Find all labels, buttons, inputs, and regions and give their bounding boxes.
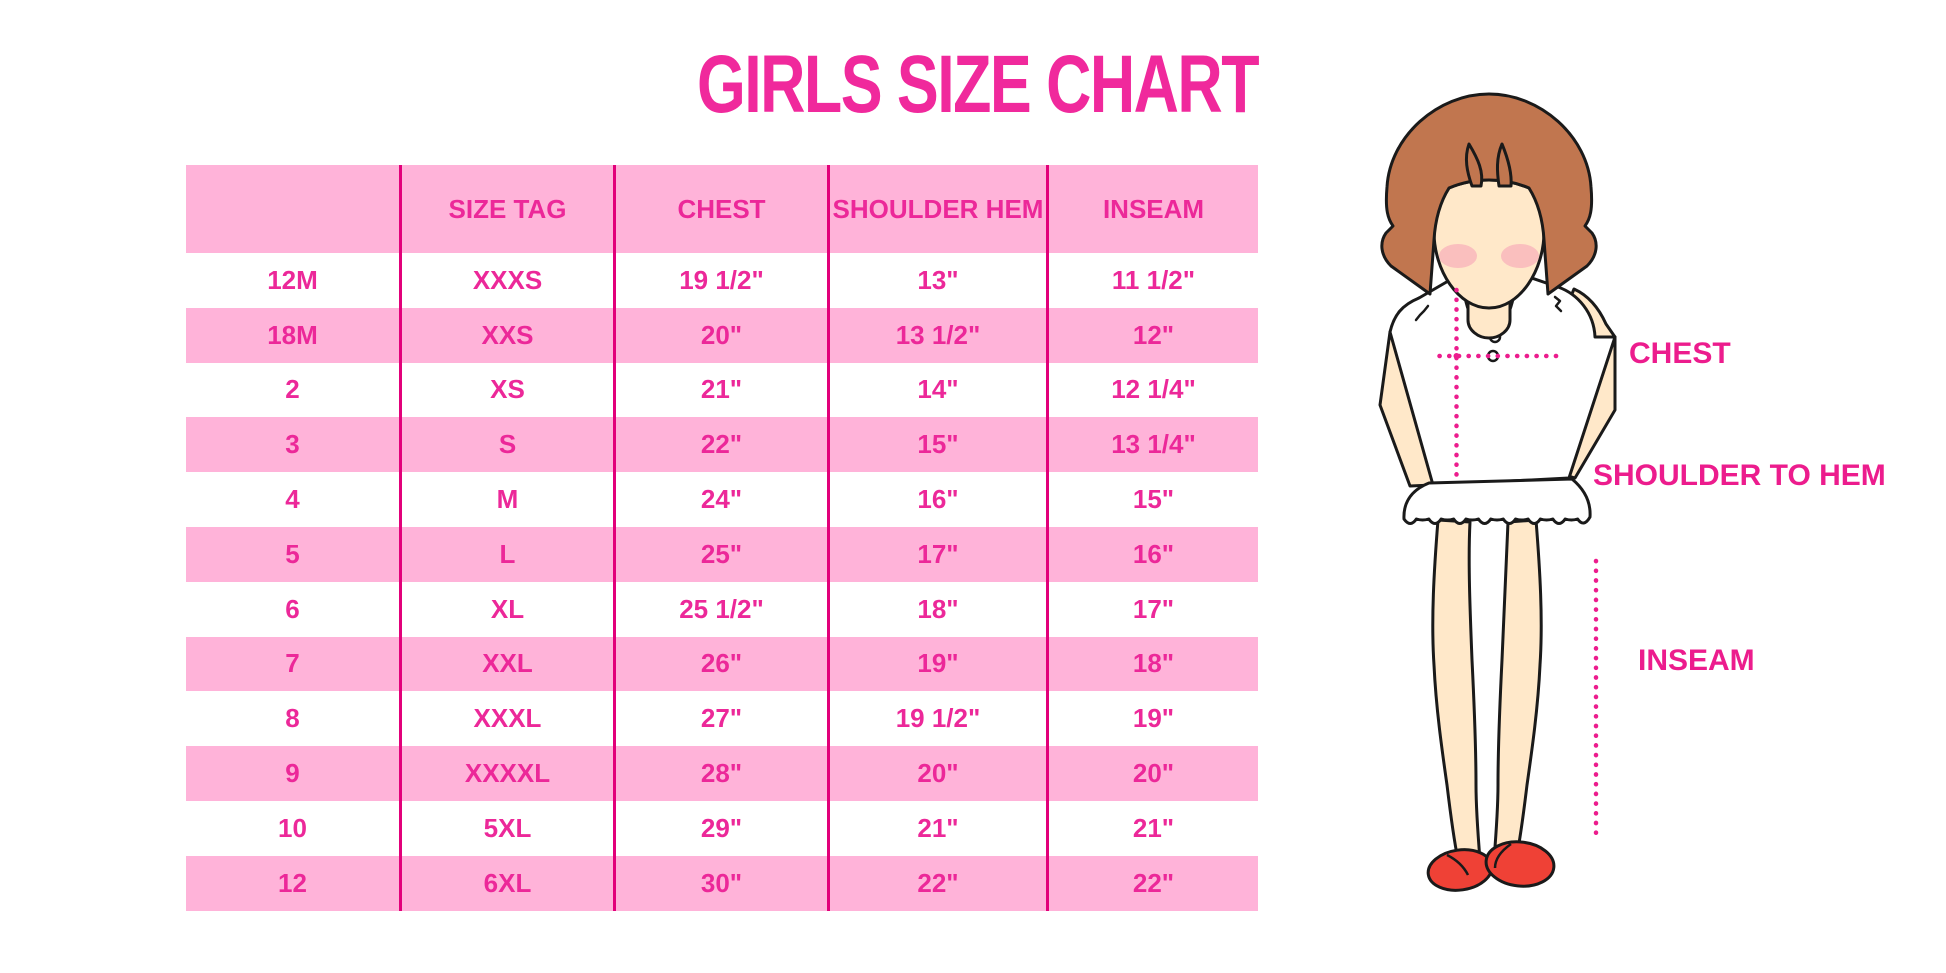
svg-text:INSEAM: INSEAM: [1638, 644, 1755, 677]
svg-text:CHEST: CHEST: [1629, 337, 1731, 370]
svg-text:SHOULDER TO HEM: SHOULDER TO HEM: [1593, 459, 1886, 492]
